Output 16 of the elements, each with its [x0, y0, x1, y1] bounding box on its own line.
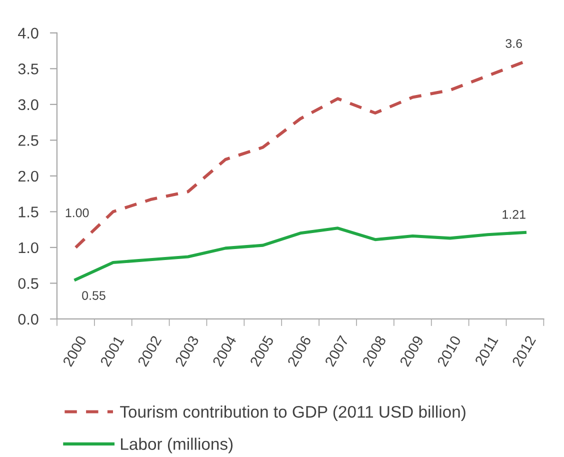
y-tick-label: 1.5 [18, 206, 38, 218]
legend-label: Labor (millions) [121, 438, 233, 454]
legend-label: Tourism contribution to GDP (2011 USD billion) [120, 406, 466, 422]
data-label: 1.00 [66, 208, 89, 218]
y-tick-label: 0.0 [18, 314, 38, 325]
y-tick-label: 1.0 [18, 242, 38, 254]
y-tick-label: 0.5 [18, 278, 38, 289]
line-series [74, 226, 527, 282]
y-tick-label: 2.5 [18, 135, 38, 146]
y-tick-label: 3.0 [18, 99, 38, 110]
y-tick-label: 4.0 [18, 28, 38, 39]
y-tick-label: 3.5 [18, 64, 38, 74]
data-label: 0.55 [82, 291, 106, 300]
data-label: 1.21 [502, 210, 526, 219]
data-label: 3.6 [506, 39, 522, 48]
y-tick-label: 2.0 [18, 170, 38, 182]
